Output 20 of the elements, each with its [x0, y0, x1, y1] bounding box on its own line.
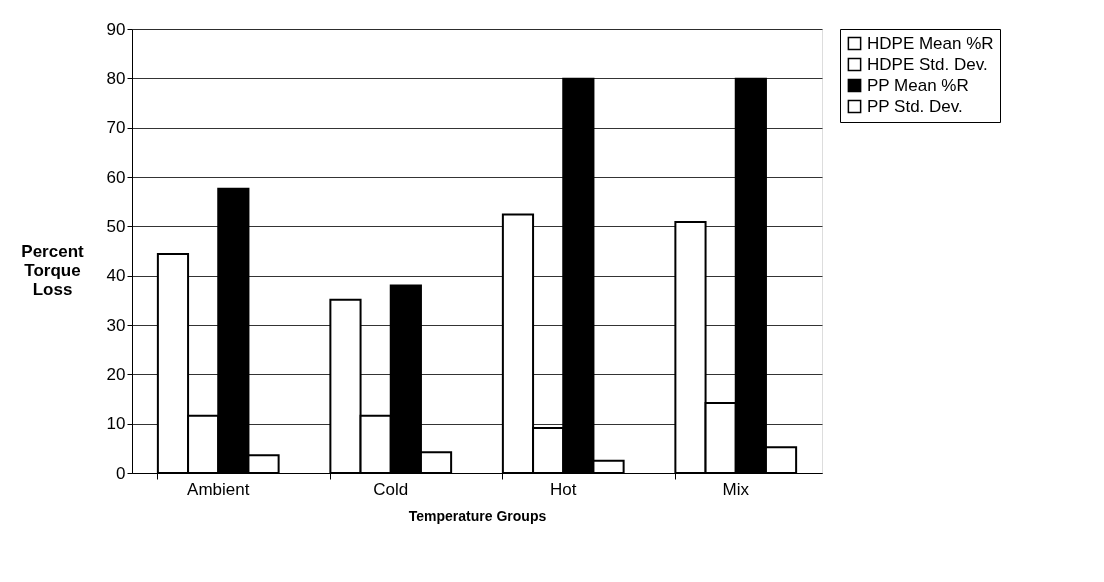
y-tick-label: 90 — [106, 19, 126, 39]
x-tick-label: Mix — [722, 479, 750, 499]
x-tick-label: Cold — [373, 479, 409, 499]
y-tick-label: 30 — [106, 315, 126, 335]
legend-label: HDPE Std. Dev. — [867, 54, 988, 74]
y-tick-label: 10 — [106, 414, 126, 434]
legend-label: PP Mean %R — [867, 75, 969, 95]
legend-label: PP Std. Dev. — [867, 96, 963, 116]
y-tick-label: 60 — [106, 167, 126, 187]
y-tick-label: 0 — [116, 463, 126, 483]
y-tick-label: 40 — [106, 266, 126, 286]
legend-label: HDPE Mean %R — [867, 33, 994, 53]
y-tick-label: 20 — [106, 364, 126, 384]
y-tick-label: 70 — [106, 118, 126, 138]
x-axis-title: Temperature Groups — [408, 507, 547, 524]
y-tick-label: 80 — [106, 68, 126, 88]
y-axis-title: Percent Torque Loss — [21, 241, 85, 299]
x-tick-label: Ambient — [187, 479, 250, 499]
y-tick-label: 50 — [106, 216, 126, 236]
x-tick-label: Hot — [550, 479, 577, 499]
